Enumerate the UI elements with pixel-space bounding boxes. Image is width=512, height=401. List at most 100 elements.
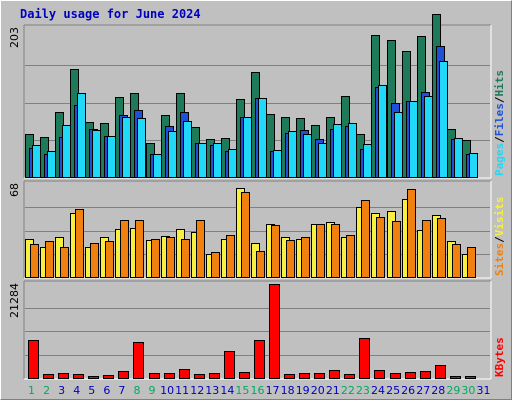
- bar-pages: [107, 136, 116, 178]
- bar-kbytes: [133, 342, 144, 379]
- bar-pages: [243, 117, 252, 178]
- bar-sites: [30, 244, 39, 278]
- bar-kbytes: [28, 340, 39, 379]
- bar-sites: [75, 209, 84, 278]
- bar-pages: [394, 112, 403, 178]
- bar-kbytes: [209, 373, 220, 379]
- bar-sites: [286, 240, 295, 278]
- legend-item: /: [493, 236, 506, 243]
- bar-kbytes: [269, 284, 280, 379]
- bar-sites: [301, 237, 310, 278]
- x-tick-label: 9: [149, 384, 156, 397]
- bar-sites: [422, 220, 431, 278]
- x-tick-label: 22: [341, 384, 355, 397]
- y-axis-max-label: 68: [8, 183, 21, 197]
- chart-title: Daily usage for June 2024: [20, 7, 201, 21]
- bar-sites: [437, 218, 446, 278]
- bar-sites: [135, 220, 144, 278]
- bar-sites: [60, 247, 69, 278]
- bar-kbytes: [374, 370, 385, 379]
- bar-pages: [273, 150, 282, 178]
- y-axis-max-label: 203: [8, 27, 21, 48]
- x-tick-label: 14: [220, 384, 234, 397]
- x-tick-label: 21: [326, 384, 340, 397]
- bar-kbytes: [164, 373, 175, 379]
- x-tick-label: 18: [281, 384, 295, 397]
- x-tick-label: 19: [296, 384, 310, 397]
- x-tick-label: 7: [118, 384, 125, 397]
- bar-sites: [90, 243, 99, 278]
- bar-pages: [318, 143, 327, 178]
- bar-pages: [378, 85, 387, 178]
- bar-sites: [467, 247, 476, 278]
- x-tick-label: 12: [190, 384, 204, 397]
- bar-pages: [183, 121, 192, 178]
- x-tick-label: 16: [251, 384, 265, 397]
- legend-item: Hits: [493, 70, 506, 97]
- x-tick-label: 17: [266, 384, 280, 397]
- bar-sites: [241, 192, 250, 278]
- bar-pages: [92, 130, 101, 178]
- x-tick-label: 4: [73, 384, 80, 397]
- bar-sites: [346, 235, 355, 278]
- bar-kbytes: [73, 374, 84, 379]
- y-axis-max-label: 21284: [8, 283, 21, 318]
- bar-kbytes: [224, 351, 235, 379]
- bar-pages: [198, 143, 207, 178]
- bar-pages: [439, 61, 448, 178]
- bar-sites: [196, 220, 205, 278]
- x-tick-label: 23: [356, 384, 370, 397]
- bar-sites: [376, 217, 385, 278]
- x-tick-label: 10: [160, 384, 174, 397]
- bar-kbytes: [179, 369, 190, 379]
- bar-pages: [122, 117, 131, 178]
- bar-kbytes: [239, 372, 250, 379]
- bar-kbytes: [405, 372, 416, 379]
- x-tick-label: 11: [175, 384, 189, 397]
- bar-pages: [303, 134, 312, 178]
- bar-sites: [271, 225, 280, 278]
- x-tick-label: 20: [311, 384, 325, 397]
- bar-kbytes: [88, 376, 99, 379]
- bar-kbytes: [359, 338, 370, 379]
- bar-pages: [333, 124, 342, 178]
- bar-pages: [62, 125, 71, 178]
- bar-pages: [32, 145, 41, 178]
- bar-kbytes: [149, 373, 160, 379]
- bar-kbytes: [465, 376, 476, 379]
- bar-pages: [213, 143, 222, 178]
- bar-sites: [151, 239, 160, 278]
- bar-sites: [331, 224, 340, 278]
- legend-item: /: [493, 96, 506, 103]
- panel-legend: Pages/Files/Hits: [493, 70, 506, 176]
- bar-kbytes: [58, 373, 69, 379]
- bar-sites: [181, 239, 190, 278]
- bar-kbytes: [103, 375, 114, 379]
- bar-kbytes: [254, 340, 265, 379]
- x-tick-label: 15: [235, 384, 249, 397]
- bar-pages: [77, 93, 86, 178]
- bar-pages: [454, 138, 463, 178]
- bar-sites: [452, 244, 461, 278]
- bar-kbytes: [194, 374, 205, 379]
- bar-sites: [256, 251, 265, 278]
- bar-sites: [166, 237, 175, 278]
- bar-pages: [348, 123, 357, 178]
- bar-sites: [211, 252, 220, 278]
- legend-item: Files: [493, 103, 506, 136]
- panel-legend: KBytes: [493, 337, 506, 377]
- bar-sites: [316, 224, 325, 278]
- bar-pages: [409, 101, 418, 178]
- bar-sites: [407, 189, 416, 278]
- bar-kbytes: [435, 365, 446, 379]
- x-tick-label: 25: [386, 384, 400, 397]
- bar-kbytes: [299, 373, 310, 379]
- bar-sites: [392, 221, 401, 278]
- bar-kbytes: [329, 370, 340, 379]
- bar-kbytes: [118, 371, 129, 379]
- bar-kbytes: [450, 376, 461, 379]
- x-tick-label: 3: [58, 384, 65, 397]
- bar-kbytes: [314, 373, 325, 379]
- bar-sites: [105, 241, 114, 278]
- legend-item: Sites: [493, 243, 506, 276]
